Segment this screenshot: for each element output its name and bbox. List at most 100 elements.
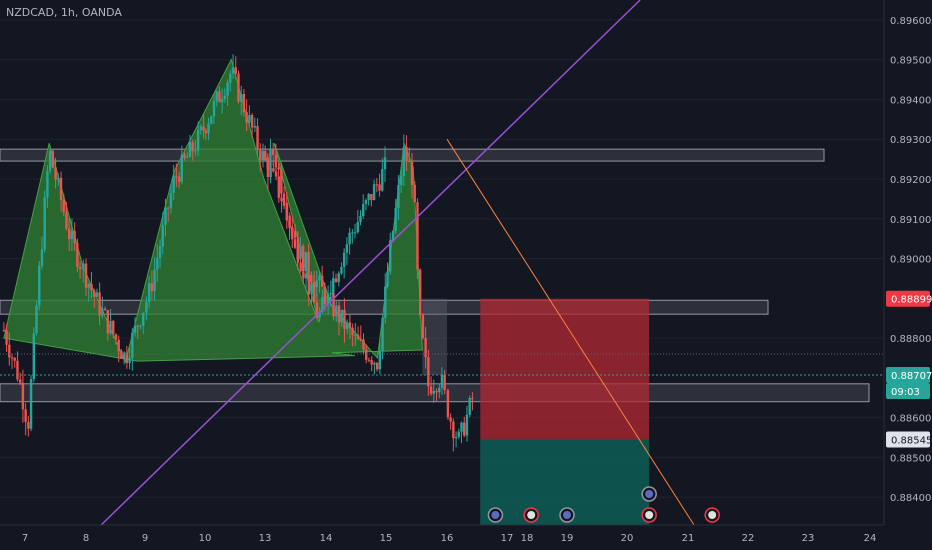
candle-body bbox=[35, 305, 38, 334]
candle-body bbox=[82, 263, 85, 270]
candle-body bbox=[215, 91, 218, 101]
candle-body bbox=[359, 215, 362, 223]
candle-body bbox=[280, 197, 283, 202]
candle-body bbox=[337, 305, 341, 323]
candle-body bbox=[153, 269, 156, 292]
candle-body bbox=[304, 252, 308, 272]
candle-body bbox=[375, 362, 379, 370]
candle-body bbox=[269, 148, 272, 170]
candle-body bbox=[21, 382, 25, 410]
projection-line bbox=[446, 138, 695, 526]
candle-body bbox=[348, 322, 352, 328]
price-tick-label: 0.88500 bbox=[890, 453, 931, 464]
candle-body bbox=[315, 280, 318, 288]
candle-body bbox=[242, 93, 246, 113]
candle-body bbox=[329, 293, 333, 295]
time-tick-label: 7 bbox=[22, 533, 28, 544]
candle-body bbox=[186, 156, 189, 158]
candle-body bbox=[277, 176, 281, 198]
candle-body bbox=[299, 246, 302, 260]
candle-body bbox=[223, 95, 227, 99]
grid-lines bbox=[0, 19, 884, 498]
candle-body bbox=[285, 205, 288, 221]
candle-body bbox=[304, 273, 308, 279]
candle-body bbox=[408, 161, 411, 163]
time-tick-label: 16 bbox=[441, 533, 454, 544]
candle-body bbox=[87, 284, 90, 288]
candle-body bbox=[136, 325, 139, 327]
candle-body bbox=[212, 100, 216, 117]
candle-body bbox=[343, 309, 346, 330]
candle-body bbox=[381, 169, 384, 191]
candle-body bbox=[432, 390, 435, 394]
candle-body bbox=[370, 360, 373, 365]
candle-body bbox=[288, 220, 291, 227]
candle-body bbox=[310, 283, 313, 295]
price-tick-label: 0.89100 bbox=[890, 215, 931, 226]
candle-body bbox=[237, 73, 240, 102]
candle-body bbox=[253, 126, 257, 128]
time-tick-label: 19 bbox=[561, 533, 574, 544]
candle-body bbox=[367, 194, 370, 200]
candle-body bbox=[373, 362, 376, 365]
candle-body bbox=[345, 244, 349, 253]
candle-body bbox=[329, 296, 332, 300]
candle-body bbox=[421, 314, 425, 339]
candle-body bbox=[332, 293, 335, 317]
target-price-label: 0.88545 bbox=[891, 435, 932, 446]
candle-body bbox=[271, 148, 275, 155]
candle-body bbox=[180, 154, 184, 182]
candle-body bbox=[90, 284, 93, 291]
candle-body bbox=[313, 283, 316, 303]
candle-body bbox=[139, 325, 142, 327]
candle-body bbox=[24, 409, 27, 422]
candle-body bbox=[465, 414, 469, 436]
event-dot bbox=[645, 490, 654, 498]
candle-body bbox=[133, 325, 137, 333]
candle-body bbox=[320, 275, 324, 287]
candle-body bbox=[161, 225, 164, 247]
candle-body bbox=[364, 199, 368, 204]
candle-body bbox=[389, 240, 392, 272]
time-tick-label: 13 bbox=[259, 533, 272, 544]
candle-body bbox=[2, 330, 6, 332]
price-tick-label: 0.89600 bbox=[890, 16, 931, 27]
candle-body bbox=[103, 308, 107, 311]
bar-countdown-label: 09:03 bbox=[891, 387, 920, 398]
candle-body bbox=[147, 283, 151, 302]
price-tick-label: 0.89300 bbox=[890, 135, 931, 146]
candle-body bbox=[413, 184, 416, 203]
candle-body bbox=[106, 310, 110, 334]
candle-body bbox=[301, 246, 305, 272]
candlestick-series bbox=[2, 54, 474, 452]
candle-body bbox=[16, 360, 19, 380]
candle-body bbox=[109, 320, 112, 334]
candle-body bbox=[175, 175, 178, 177]
candle-body bbox=[78, 267, 82, 270]
event-dot bbox=[527, 511, 536, 519]
candle-body bbox=[169, 192, 173, 209]
candle-body bbox=[92, 290, 96, 297]
current-price-label-bg bbox=[886, 367, 930, 384]
price-axis-panel bbox=[884, 0, 932, 550]
short-position-tool bbox=[422, 298, 650, 525]
time-tick-label: 21 bbox=[682, 533, 695, 544]
candle-body bbox=[46, 170, 49, 198]
candle-body bbox=[125, 352, 129, 364]
candle-body bbox=[95, 292, 99, 297]
candle-body bbox=[323, 286, 327, 305]
candle-body bbox=[443, 374, 446, 391]
candle-body bbox=[452, 421, 455, 439]
candle-body bbox=[342, 252, 346, 267]
candle-body bbox=[386, 271, 389, 287]
event-dot bbox=[491, 511, 500, 519]
candle-body bbox=[353, 232, 357, 234]
candle-body bbox=[259, 148, 262, 161]
candle-body bbox=[399, 176, 403, 186]
candle-body bbox=[210, 116, 213, 124]
candle-body bbox=[29, 379, 33, 429]
candle-body bbox=[32, 333, 35, 380]
candle-body bbox=[84, 263, 88, 288]
time-tick-label: 18 bbox=[521, 533, 534, 544]
